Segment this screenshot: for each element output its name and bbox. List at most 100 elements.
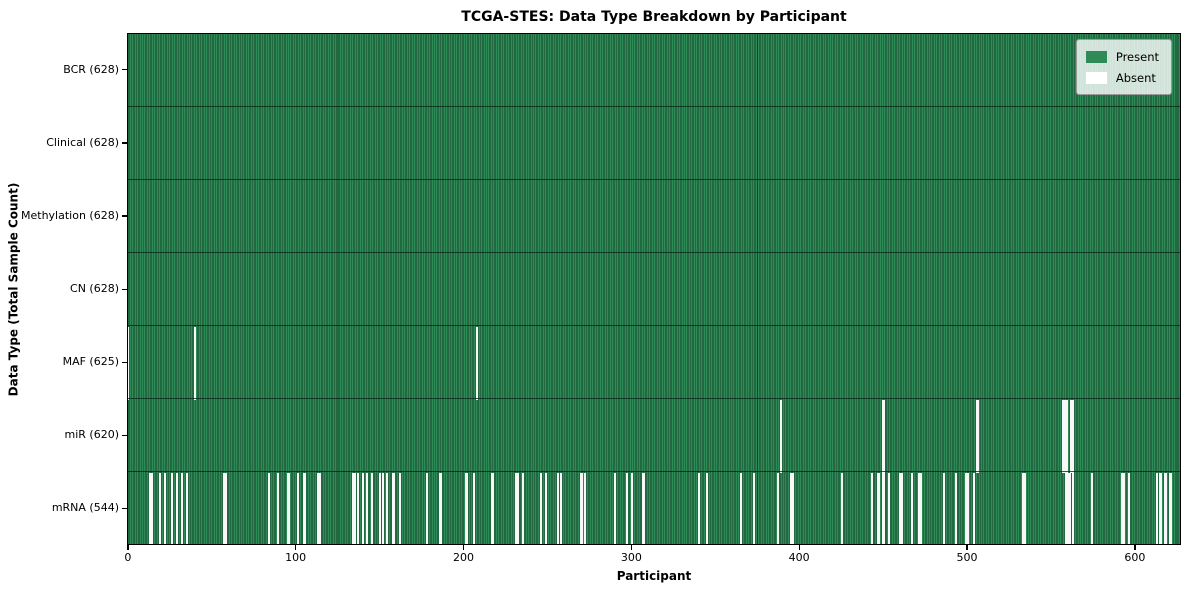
legend-swatch-absent-icon (1085, 71, 1107, 84)
xtick-mark (462, 545, 465, 550)
absent-stripe (476, 326, 479, 400)
absent-stripe (194, 326, 197, 400)
absent-stripe (1120, 472, 1123, 544)
absent-stripe (976, 399, 979, 473)
absent-stripe (1063, 399, 1066, 473)
absent-stripe (545, 472, 548, 544)
absent-stripe (613, 472, 617, 544)
ytick-mark (122, 361, 127, 363)
xtick-label-500: 500 (956, 551, 978, 564)
absent-stripe (882, 472, 885, 544)
absent-stripe (917, 472, 920, 544)
absent-stripe (296, 472, 299, 544)
absent-stripe (1070, 399, 1073, 473)
ytick-label-CN: CN (628) (70, 282, 119, 295)
absent-stripe (1156, 472, 1159, 544)
absent-stripe (739, 472, 742, 544)
xtick-mark (295, 545, 297, 550)
absent-stripe (776, 472, 779, 544)
chart-title: TCGA-STES: Data Type Breakdown by Partic… (461, 9, 847, 25)
absent-stripe (464, 472, 467, 544)
absent-stripe (1164, 472, 1167, 544)
row-MAF (128, 326, 1180, 400)
absent-stripe (877, 472, 880, 544)
absent-stripe (1067, 472, 1070, 544)
absent-stripe (1062, 399, 1065, 473)
ytick-mark (122, 434, 127, 437)
row-CN (128, 253, 1180, 326)
absent-stripe (425, 472, 429, 544)
absent-stripe (1169, 472, 1172, 544)
absent-stripe (556, 472, 560, 544)
x-axis-label: Participant (616, 569, 692, 583)
absent-stripe (887, 472, 890, 544)
ytick-label-BCR: BCR (628) (63, 62, 119, 76)
absent-stripe (1090, 472, 1093, 544)
absent-stripe (353, 472, 356, 544)
row-separator (128, 178, 1180, 180)
absent-stripe (1072, 472, 1075, 544)
xtick-label-400: 400 (788, 551, 810, 564)
absent-stripe (630, 472, 633, 544)
absent-stripe (439, 472, 442, 544)
absent-stripe (560, 472, 563, 544)
absent-stripe (973, 472, 976, 544)
absent-stripe (286, 472, 289, 544)
absent-stripe (365, 472, 368, 544)
absent-stripe (357, 472, 360, 544)
legend-swatch-present-icon (1085, 50, 1107, 63)
row-separator (128, 398, 1180, 400)
absent-stripe (1122, 472, 1125, 544)
absent-stripe (175, 472, 179, 544)
absent-stripe (149, 472, 152, 544)
legend-label-present: Present (1115, 49, 1159, 64)
xtick-mark (798, 545, 800, 550)
absent-stripe (790, 472, 793, 544)
legend-item-absent: Absent (1085, 67, 1159, 88)
legend: Present Absent (1075, 39, 1172, 95)
legend-item-present: Present (1085, 46, 1159, 67)
absent-stripe (583, 472, 586, 544)
ytick-mark (122, 507, 127, 510)
absent-stripe (964, 472, 967, 544)
absent-stripe (1068, 472, 1071, 544)
absent-stripe (128, 326, 130, 400)
absent-stripe (514, 472, 518, 544)
row-BCR (128, 34, 1180, 107)
absent-stripe (399, 472, 402, 544)
absent-stripe (170, 472, 173, 544)
absent-stripe (1065, 399, 1068, 473)
ytick-mark (122, 142, 127, 144)
absent-stripe (1127, 472, 1130, 544)
absent-stripe (625, 472, 628, 544)
ytick-label-Clinical: Clinical (628) (46, 135, 119, 149)
absent-stripe (882, 399, 885, 473)
absent-stripe (521, 472, 524, 544)
xtick-label-0: 0 (124, 551, 132, 564)
xtick-label-100: 100 (285, 551, 307, 564)
ytick-label-MAF: MAF (625) (62, 355, 119, 369)
xtick-mark (966, 545, 968, 550)
absent-stripe (164, 472, 167, 544)
absent-stripe (1065, 472, 1068, 544)
absent-stripe (753, 472, 756, 544)
absent-stripe (316, 472, 320, 544)
ytick-mark (122, 215, 127, 217)
absent-stripe (791, 472, 794, 544)
absent-stripe (1072, 399, 1075, 473)
absent-stripe (697, 472, 700, 544)
absent-stripe (1023, 472, 1026, 544)
absent-stripe (382, 472, 385, 544)
absent-stripe (288, 472, 291, 544)
absent-stripe (1021, 472, 1024, 544)
xtick-mark (630, 545, 633, 550)
absent-stripe (268, 472, 271, 544)
absent-stripe (472, 472, 476, 544)
row-separator (128, 251, 1180, 253)
absent-stripe (385, 472, 388, 544)
ytick-mark (122, 69, 127, 71)
absent-stripe (706, 472, 709, 544)
absent-stripe (185, 472, 189, 544)
row-Methylation (128, 180, 1180, 253)
